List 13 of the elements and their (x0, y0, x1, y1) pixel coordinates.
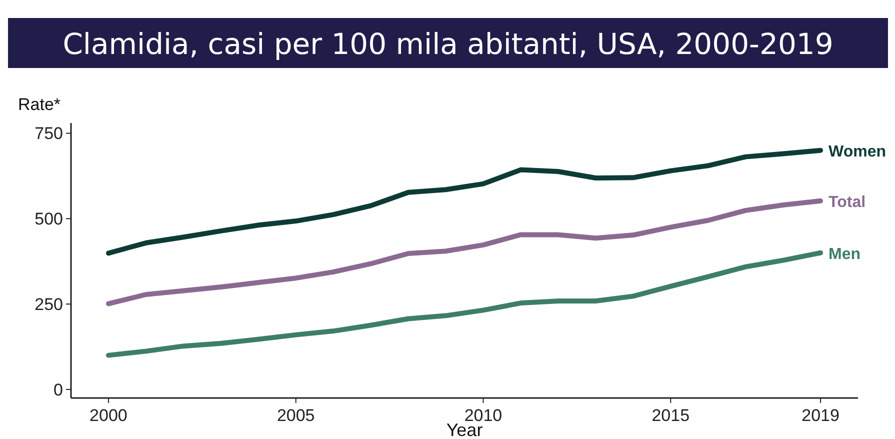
chart-title: Clamidia, casi per 100 mila abitanti, USA, 2000-2019 (62, 27, 834, 61)
x-tick-label: 2019 (802, 406, 840, 425)
series-label: Men (828, 246, 861, 263)
y-tick-label: 750 (34, 124, 63, 144)
y-tick-label: 500 (34, 210, 63, 229)
series-label: Women (828, 143, 886, 160)
x-tick-label: 2000 (90, 406, 128, 425)
series-label: Total (828, 194, 866, 211)
x-tick-label: 2015 (652, 406, 690, 425)
y-tick-label: 250 (34, 295, 63, 314)
y-axis-title: Rate* (18, 95, 61, 114)
y-tick-label: 0 (54, 380, 63, 400)
x-tick-label: 2005 (276, 406, 315, 425)
